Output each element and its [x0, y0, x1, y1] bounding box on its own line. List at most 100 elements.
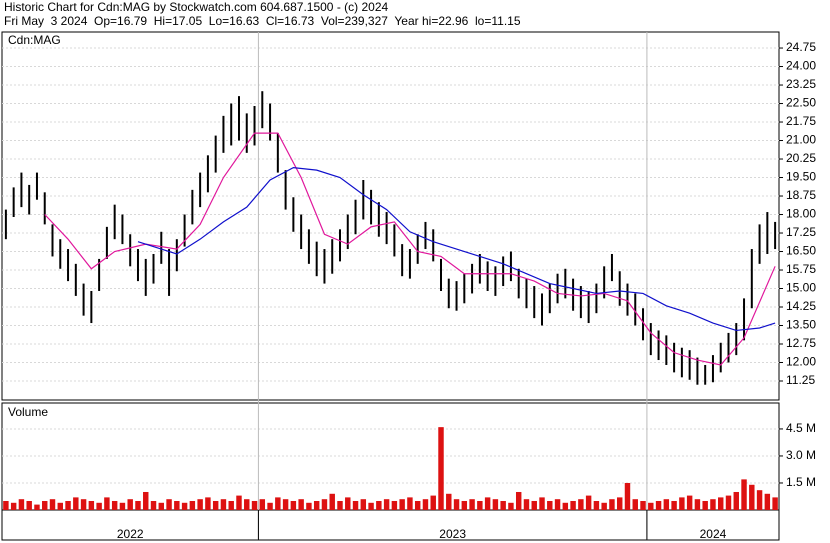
y-tick-label: 11.25 — [786, 373, 815, 387]
x-period-label: 2024 — [700, 527, 727, 541]
volume-bar — [585, 495, 592, 510]
volume-bar — [150, 500, 157, 510]
y-tick-label: 24.75 — [786, 40, 816, 54]
y-tick-label: 24.00 — [786, 59, 816, 73]
volume-bar — [111, 500, 118, 510]
volume-bar — [368, 502, 374, 510]
volume-bar — [34, 504, 40, 510]
volume-bar — [345, 497, 351, 510]
volume-bar — [306, 502, 312, 510]
volume-bar — [446, 493, 452, 510]
volume-bar — [104, 497, 110, 510]
volume-bar — [523, 499, 530, 510]
volume-bar — [360, 499, 367, 510]
y-tick-label: 15.75 — [786, 262, 816, 276]
volume-bar — [212, 500, 219, 510]
volume-bar — [42, 500, 48, 510]
volume-bar — [3, 500, 9, 510]
volume-bar — [73, 497, 79, 510]
volume-bar — [453, 499, 460, 510]
volume-bar — [236, 495, 242, 510]
volume-bar — [96, 502, 102, 510]
volume-bar — [220, 499, 227, 510]
volume-bar — [228, 500, 234, 510]
volume-bar — [422, 499, 429, 510]
y-tick-label: 18.00 — [786, 207, 816, 221]
y-tick-label: 1.5 M — [786, 475, 816, 489]
moving-average — [44, 132, 776, 366]
volume-bar — [290, 500, 297, 510]
volume-bar — [562, 502, 569, 510]
volume-bar — [383, 499, 390, 510]
volume-bar — [18, 499, 25, 510]
volume-bar — [531, 500, 537, 510]
volume-bar — [648, 502, 654, 510]
y-tick-label: 23.25 — [786, 77, 816, 91]
volume-bar — [298, 499, 304, 510]
volume-bar — [477, 500, 483, 510]
y-tick-label: 16.50 — [786, 244, 816, 258]
volume-label: Volume — [8, 405, 48, 419]
volume-bar — [733, 491, 739, 510]
volume-bar — [267, 502, 273, 510]
volume-bar — [756, 490, 763, 510]
volume-bar — [88, 500, 95, 510]
volume-bar — [679, 497, 685, 510]
volume-bar — [725, 495, 732, 510]
volume-bar — [166, 499, 172, 510]
volume-bar — [189, 500, 196, 510]
volume-bar — [710, 499, 716, 510]
volume-bar — [407, 497, 413, 510]
y-tick-label: 14.25 — [786, 299, 816, 313]
volume-bar — [313, 500, 320, 510]
header-title: Historic Chart for Cdn:MAG by Stockwatch… — [4, 0, 388, 14]
volume-bar — [49, 499, 56, 510]
volume-bar — [508, 502, 514, 510]
volume-bar — [741, 479, 747, 510]
volume-bar — [601, 502, 607, 510]
volume-bar — [484, 497, 491, 510]
volume-bar — [469, 499, 475, 510]
x-period-label: 2022 — [117, 527, 144, 541]
volume-bar — [352, 500, 359, 510]
volume-bar — [119, 502, 126, 510]
y-tick-label: 18.75 — [786, 188, 816, 202]
y-tick-label: 21.00 — [786, 133, 816, 147]
volume-bar — [282, 499, 289, 510]
volume-bar — [749, 484, 755, 510]
volume-bar — [251, 500, 258, 510]
header-quote: Fri May 3 2024 Op=16.79 Hi=17.05 Lo=16.6… — [4, 14, 521, 28]
y-tick-label: 22.50 — [786, 96, 816, 110]
volume-bar — [197, 499, 203, 510]
volume-bar — [632, 499, 638, 510]
volume-bar — [671, 500, 677, 510]
y-tick-label: 4.5 M — [786, 421, 816, 435]
volume-bar — [329, 493, 335, 510]
moving-average — [137, 167, 776, 332]
volume-bar — [158, 502, 165, 510]
volume-bar — [181, 502, 188, 510]
y-tick-label: 20.25 — [786, 151, 816, 165]
volume-bar — [702, 500, 708, 510]
volume-bar — [244, 499, 250, 510]
volume-bar — [663, 499, 670, 510]
volume-bar — [515, 491, 522, 510]
volume-bar — [655, 500, 662, 510]
volume-bar — [57, 502, 63, 510]
volume-bar — [259, 499, 266, 510]
volume-bar — [764, 493, 771, 510]
symbol-label: Cdn:MAG — [8, 33, 61, 47]
volume-bar — [26, 500, 32, 510]
volume-bar — [609, 499, 615, 510]
x-period-label: 2023 — [439, 527, 466, 541]
volume-bar — [718, 497, 724, 510]
volume-bar — [143, 491, 149, 510]
y-tick-label: 17.25 — [786, 225, 816, 239]
volume-bar — [640, 500, 646, 510]
y-tick-label: 19.50 — [786, 170, 816, 184]
volume-bar — [554, 499, 561, 510]
volume-bar — [321, 499, 328, 510]
y-tick-label: 13.50 — [786, 318, 816, 332]
volume-bar — [414, 500, 421, 510]
